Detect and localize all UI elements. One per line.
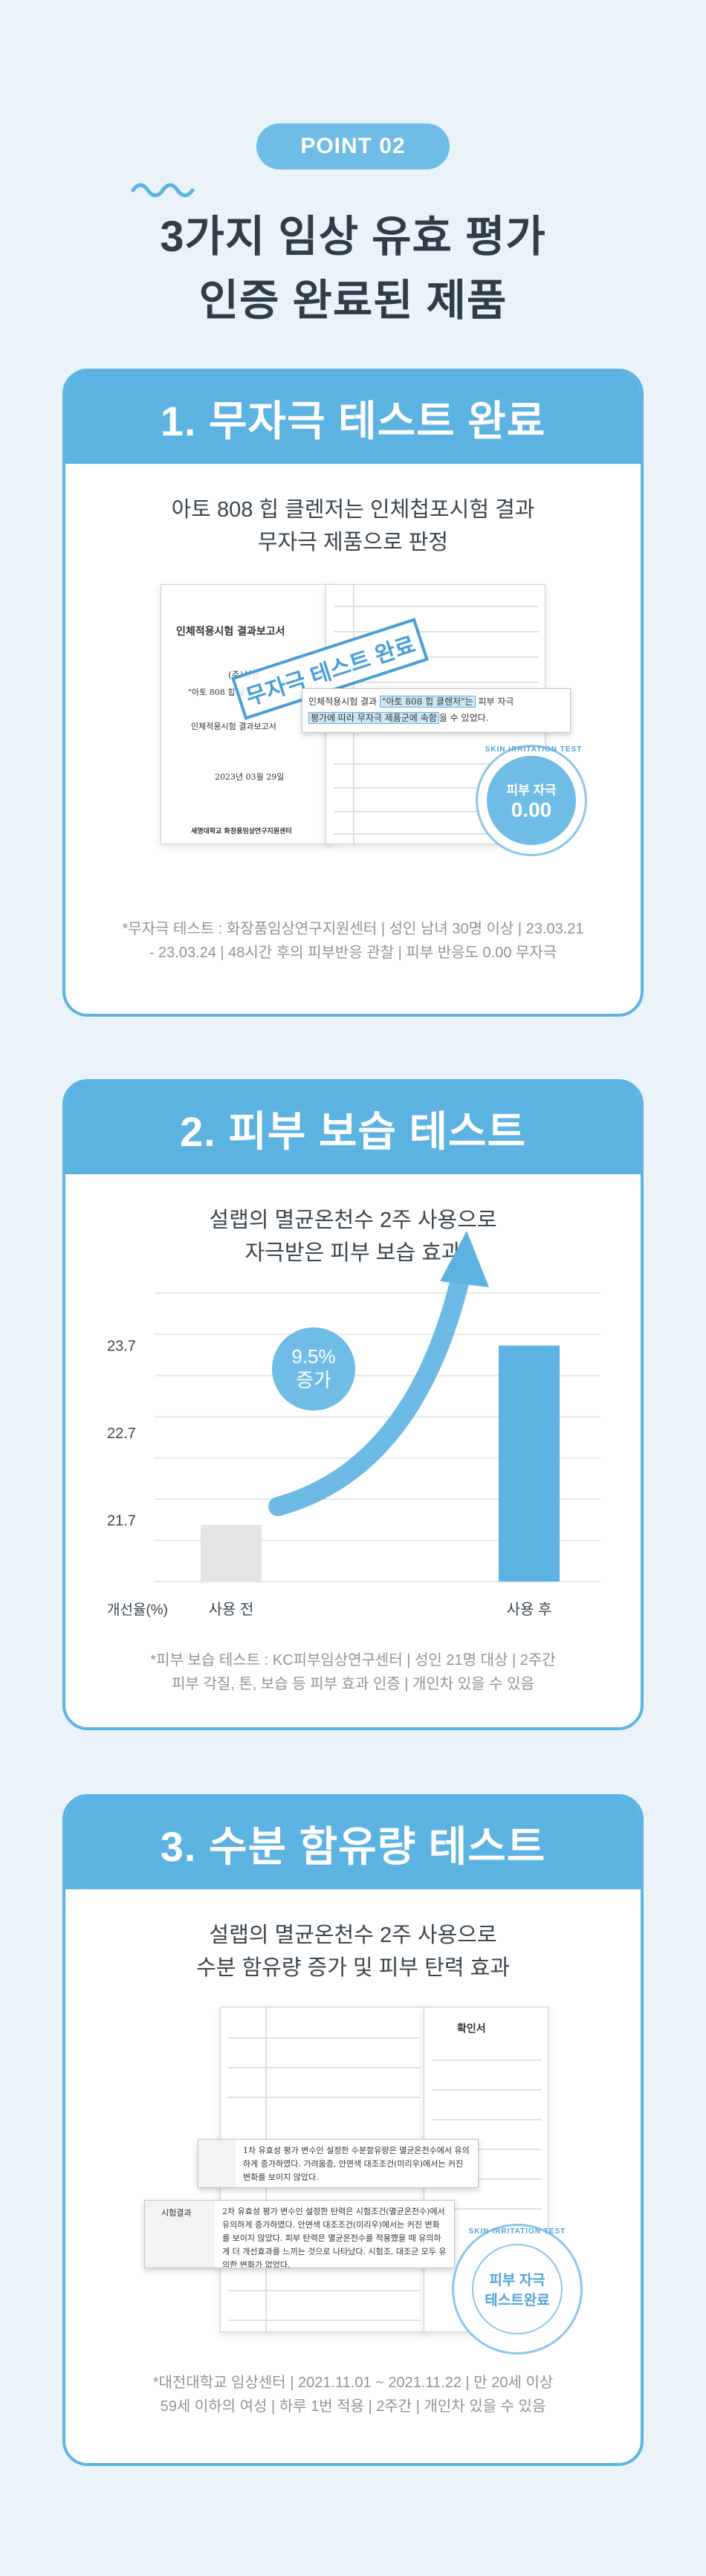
report-subtitle: 인체적용시험 결과보고서: [191, 722, 276, 731]
y-tick-label: 22.7: [107, 1425, 136, 1442]
card2-title: 2. 피부 보습 테스트: [65, 1082, 641, 1174]
headline-line-1: 3가지 임상 유효 평가: [160, 213, 546, 261]
card3-subtitle-line2: 수분 함유량 증가 및 피부 탄력 효과: [196, 1956, 510, 1980]
card2-subtitle-line2: 자극받은 피부 보습 효과: [244, 1241, 462, 1265]
result-callout-1: 1차 유효성 평가 변수인 설정한 수분함유량은 멸균온천수에서 유의하게 증가…: [198, 2139, 479, 2188]
report-cover-title: 인체적용시험 결과보고서: [176, 626, 285, 638]
seal3-label-1: 피부 자극: [489, 2273, 545, 2288]
moisture-bar-chart: 21.7 22.7 23.7 9.5% 증가 개선율(%) 사용 전 사용 후: [107, 1231, 600, 1618]
callout-highlight-2: 평가에 따라 무자극 제품군에 속함: [308, 712, 439, 724]
moisture-content-test-card: 3. 수분 함유량 테스트 설랩의 멸균온천수 2주 사용으로 수분 함유량 증…: [62, 1794, 644, 2466]
card3-title: 3. 수분 함유량 테스트: [65, 1797, 641, 1889]
callout-suffix-2: 을 수 있었다.: [438, 713, 489, 723]
card2-subtitle-line1: 설랩의 멸균온천수 2주 사용으로: [209, 1208, 497, 1232]
seal3-label-2: 테스트완료: [485, 2293, 550, 2308]
seal-ring-text: SKIN IRRITATION TEST: [485, 745, 583, 754]
card1-subtitle-line1: 아토 808 힙 클렌저는 인체첩포시험 결과: [171, 498, 535, 522]
card1-footnote-line1: *무자극 테스트 : 화장품임상연구지원센터 | 성인 남녀 30명 이상 | …: [122, 921, 584, 937]
card3-subtitle-line1: 설랩의 멸균온천수 2주 사용으로: [209, 1923, 497, 1947]
seal-label: 피부 자극: [506, 783, 557, 797]
report-date: 2023년 03월 29일: [215, 772, 285, 782]
callout-highlight-1: "아토 808 힙 클렌저"는: [379, 696, 476, 708]
bar-before: [201, 1524, 262, 1582]
seal-value: 0.00: [511, 797, 552, 821]
page-headline: 3가지 임상 유효 평가 인증 완료된 제품: [0, 205, 706, 333]
card1-subtitle-line2: 무자극 제품으로 판정: [257, 531, 449, 554]
point-badge: POINT 02: [256, 123, 450, 169]
card3-footnote-line2: 59세 이하의 여성 | 하루 1번 적용 | 2주간 | 개인차 있을 수 있…: [160, 2398, 546, 2415]
seal3-ring-text: SKIN IRRITATION TEST: [468, 2227, 566, 2236]
y-tick-label: 21.7: [107, 1513, 136, 1530]
card2-subtitle: 설랩의 멸균온천수 2주 사용으로 자극받은 피부 보습 효과: [65, 1204, 641, 1269]
result-callout-2: 시험결과 2차 유효성 평가 변수인 설정한 탄력은 시험조건(멸균온천수)에서…: [144, 2200, 455, 2268]
callout-suffix-1: 피부 자극: [475, 696, 514, 707]
growth-arrow-head-icon: [440, 1231, 489, 1287]
card2-footnote-line1: *피부 보습 테스트 : KC피부임상연구센터 | 성인 21명 대상 | 2주…: [150, 1652, 556, 1669]
card1-footnote: *무자극 테스트 : 화장품임상연구지원센터 | 성인 남녀 30명 이상 | …: [65, 917, 641, 965]
skin-irritation-test-complete-seal-icon: 피부 자극 테스트완료 SKIN IRRITATION TEST: [452, 2224, 583, 2355]
increase-bubble: [272, 1327, 355, 1411]
card3-subtitle: 설랩의 멸균온천수 2주 사용으로 수분 함유량 증가 및 피부 탄력 효과: [65, 1919, 641, 1984]
wave-decoration-icon: [131, 183, 195, 198]
x-category-label: 사용 후: [507, 1601, 552, 1618]
no-irritation-test-card: 1. 무자극 테스트 완료 아토 808 힙 클렌저는 인체첩포시험 결과 무자…: [62, 369, 644, 1017]
card1-subtitle: 아토 808 힙 클렌저는 인체첩포시험 결과 무자극 제품으로 판정: [65, 493, 641, 559]
confirmation-title: 확인서: [457, 2023, 486, 2035]
growth-arrow-icon: [268, 1267, 470, 1516]
card2-footnote-line2: 피부 각질, 톤, 보습 등 피부 효과 인증 | 개인차 있을 수 있음: [172, 1676, 534, 1692]
result-callout-1-text: 1차 유효성 평가 변수인 설정한 수분함유량은 멸균온천수에서 유의하게 증가…: [243, 2146, 470, 2182]
increase-bubble-label: 증가: [296, 1369, 331, 1391]
card1-footnote-line2: - 23.03.24 | 48시간 후의 피부반응 관찰 | 피부 반응도 0.…: [149, 945, 557, 961]
result-callout-2-text: 2차 유효성 평가 변수인 설정한 탄력은 시험조건(멸균온천수)에서 유의하게…: [222, 2207, 447, 2268]
card3-footnote-line1: *대전대학교 임상센터 | 2021.11.01 ~ 2021.11.22 | …: [152, 2375, 554, 2391]
card1-title: 1. 무자극 테스트 완료: [65, 372, 641, 464]
increase-bubble-value: 9.5%: [291, 1345, 335, 1368]
bar-after: [499, 1345, 560, 1582]
skin-irritation-seal-icon: 피부 자극 0.00 SKIN IRRITATION TEST: [476, 745, 587, 856]
report-conclusion-callout: 인체적용시험 결과 "아토 808 힙 클렌저"는 피부 자극 평가에 따라 무…: [302, 688, 571, 733]
moisture-test-card: 2. 피부 보습 테스트 설랩의 멸균온천수 2주 사용으로 자극받은 피부 보…: [62, 1079, 644, 1730]
x-category-label: 사용 전: [209, 1601, 254, 1618]
y-tick-label: 23.7: [107, 1339, 136, 1355]
card3-footnote: *대전대학교 임상센터 | 2021.11.01 ~ 2021.11.22 | …: [65, 2371, 641, 2418]
card1-document-area: 인체적용시험 결과보고서 (주)설랩 "아토 808 힙 클렌저" 인체적용시험…: [65, 372, 641, 1014]
card2-footnote: *피부 보습 테스트 : KC피부임상연구센터 | 성인 21명 대상 | 2주…: [65, 1648, 641, 1696]
callout-prefix: 인체적용시험 결과: [308, 696, 378, 707]
headline-line-2: 인증 완료된 제품: [198, 276, 508, 325]
report-center: 세명대학교 화장품임상연구지원센터: [191, 828, 292, 835]
y-axis-label: 개선율(%): [107, 1602, 168, 1618]
card3-document-area: 확인서 1차 유효성 평가 변수인 설정한 수분함유량은 멸균온천수에서 유의하…: [65, 1797, 641, 2463]
result-callout-2-label: 시험결과: [161, 2208, 192, 2218]
